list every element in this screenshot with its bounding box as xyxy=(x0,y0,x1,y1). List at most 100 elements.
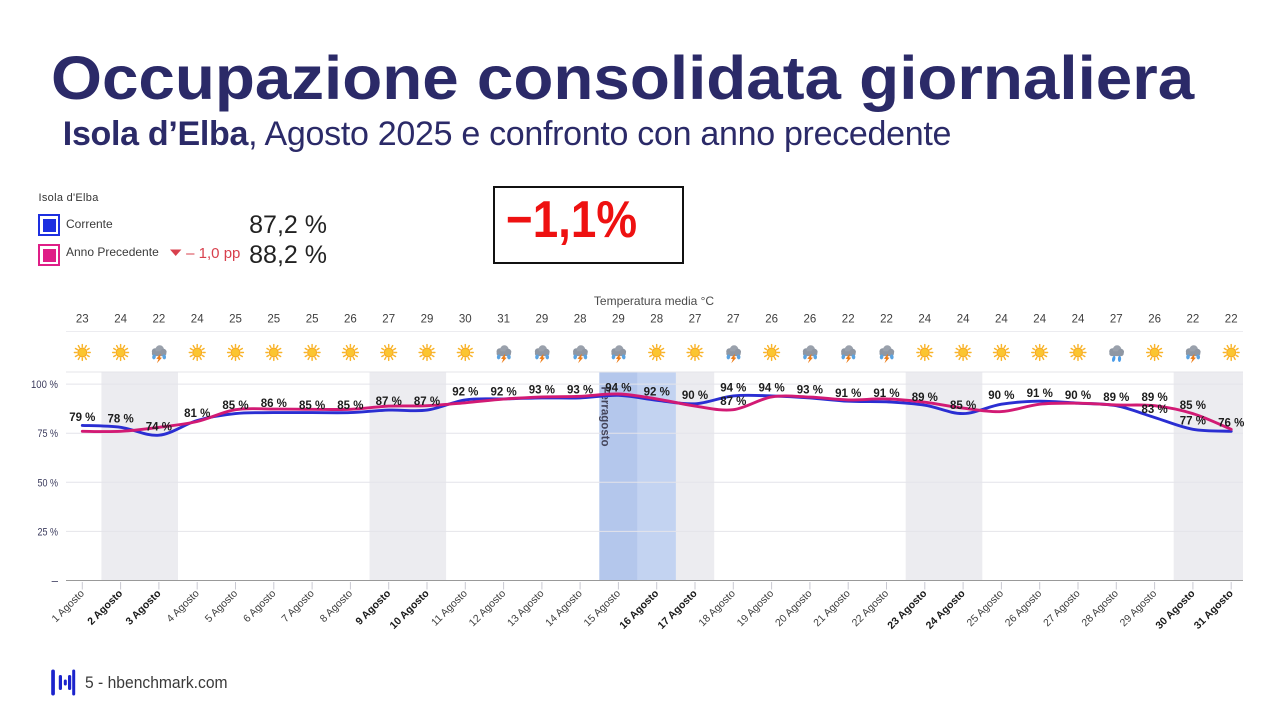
svg-text:79 %: 79 % xyxy=(69,412,95,424)
svg-text:31: 31 xyxy=(497,314,510,326)
svg-text:87 %: 87 % xyxy=(720,396,746,408)
svg-text:24: 24 xyxy=(114,314,127,326)
svg-text:26: 26 xyxy=(804,314,817,326)
svg-text:85 %: 85 % xyxy=(222,400,248,412)
svg-text:18 Agosto: 18 Agosto xyxy=(696,588,738,630)
svg-text:92 %: 92 % xyxy=(644,386,670,398)
svg-text:10 Agosto: 10 Agosto xyxy=(388,588,432,632)
svg-text:11 Agosto: 11 Agosto xyxy=(429,588,470,629)
svg-text:26: 26 xyxy=(765,314,778,326)
svg-text:27: 27 xyxy=(382,314,395,326)
svg-text:74 %: 74 % xyxy=(146,422,172,434)
svg-text:93 %: 93 % xyxy=(529,384,555,396)
svg-text:85 %: 85 % xyxy=(1180,400,1206,412)
svg-text:86 %: 86 % xyxy=(261,398,287,410)
svg-text:24: 24 xyxy=(1072,314,1085,326)
svg-text:27: 27 xyxy=(1110,314,1123,326)
svg-text:93 %: 93 % xyxy=(567,384,593,396)
svg-text:92 %: 92 % xyxy=(490,386,516,398)
svg-text:23 Agosto: 23 Agosto xyxy=(885,588,929,632)
svg-text:91 %: 91 % xyxy=(1027,388,1053,400)
svg-text:90 %: 90 % xyxy=(988,390,1014,402)
svg-text:14 Agosto: 14 Agosto xyxy=(543,588,585,630)
svg-text:89 %: 89 % xyxy=(1141,392,1167,404)
svg-text:92 %: 92 % xyxy=(452,386,478,398)
svg-text:27: 27 xyxy=(727,314,740,326)
svg-text:85 %: 85 % xyxy=(337,400,363,412)
svg-text:94 %: 94 % xyxy=(758,382,784,394)
svg-text:3 Agosto: 3 Agosto xyxy=(124,588,164,628)
svg-text:4 Agosto: 4 Agosto xyxy=(164,588,201,625)
svg-text:94 %: 94 % xyxy=(720,382,746,394)
svg-text:13 Agosto: 13 Agosto xyxy=(505,588,547,630)
svg-text:29: 29 xyxy=(536,314,549,326)
svg-text:5 Agosto: 5 Agosto xyxy=(203,588,240,625)
svg-text:87 %: 87 % xyxy=(414,396,440,408)
svg-text:85 %: 85 % xyxy=(950,400,976,412)
svg-text:28: 28 xyxy=(650,314,663,326)
svg-text:24: 24 xyxy=(918,314,931,326)
svg-text:93 %: 93 % xyxy=(797,384,823,396)
svg-text:25: 25 xyxy=(229,314,242,326)
svg-text:–: – xyxy=(52,576,59,588)
svg-text:7 Agosto: 7 Agosto xyxy=(279,588,316,625)
svg-text:28: 28 xyxy=(574,314,587,326)
svg-text:24 Agosto: 24 Agosto xyxy=(924,588,968,632)
svg-text:27: 27 xyxy=(689,314,702,326)
svg-text:22: 22 xyxy=(1187,314,1200,326)
svg-text:24: 24 xyxy=(1033,314,1046,326)
svg-text:27 Agosto: 27 Agosto xyxy=(1041,588,1083,630)
svg-text:16 Agosto: 16 Agosto xyxy=(617,588,661,632)
svg-text:22: 22 xyxy=(1225,314,1238,326)
svg-text:8 Agosto: 8 Agosto xyxy=(318,588,355,625)
svg-text:26: 26 xyxy=(344,314,357,326)
svg-text:25 %: 25 % xyxy=(38,526,59,538)
svg-text:50 %: 50 % xyxy=(38,477,59,489)
svg-text:30: 30 xyxy=(459,314,472,326)
svg-text:90 %: 90 % xyxy=(682,390,708,402)
svg-text:28 Agosto: 28 Agosto xyxy=(1079,588,1121,630)
svg-text:78 %: 78 % xyxy=(107,414,133,426)
svg-text:25 Agosto: 25 Agosto xyxy=(965,588,1007,630)
svg-text:31 Agosto: 31 Agosto xyxy=(1192,588,1236,632)
svg-text:83 %: 83 % xyxy=(1141,404,1167,416)
svg-text:19 Agosto: 19 Agosto xyxy=(735,588,777,630)
svg-text:30 Agosto: 30 Agosto xyxy=(1153,588,1197,632)
svg-text:24: 24 xyxy=(995,314,1008,326)
svg-text:90 %: 90 % xyxy=(1065,390,1091,402)
svg-text:22: 22 xyxy=(880,314,893,326)
svg-text:26 Agosto: 26 Agosto xyxy=(1003,588,1045,630)
svg-text:17 Agosto: 17 Agosto xyxy=(656,588,700,632)
svg-text:25: 25 xyxy=(267,314,280,326)
svg-text:2 Agosto: 2 Agosto xyxy=(85,588,125,628)
svg-text:91 %: 91 % xyxy=(873,388,899,400)
svg-text:26: 26 xyxy=(1148,314,1161,326)
svg-text:24: 24 xyxy=(191,314,204,326)
svg-text:23: 23 xyxy=(76,314,89,326)
svg-text:89 %: 89 % xyxy=(1103,392,1129,404)
svg-text:29: 29 xyxy=(612,314,625,326)
svg-text:24: 24 xyxy=(957,314,970,326)
svg-text:1 Agosto: 1 Agosto xyxy=(50,588,87,625)
svg-text:25: 25 xyxy=(306,314,319,326)
svg-text:22: 22 xyxy=(153,314,166,326)
svg-text:85 %: 85 % xyxy=(299,400,325,412)
svg-text:89 %: 89 % xyxy=(912,392,938,404)
svg-text:Ferragosto: Ferragosto xyxy=(599,387,611,447)
svg-text:9 Agosto: 9 Agosto xyxy=(353,588,393,628)
svg-text:100 %: 100 % xyxy=(31,379,58,391)
svg-text:87 %: 87 % xyxy=(376,396,402,408)
svg-text:29: 29 xyxy=(421,314,434,326)
svg-text:21 Agosto: 21 Agosto xyxy=(811,588,853,630)
svg-text:91 %: 91 % xyxy=(835,388,861,400)
svg-text:75 %: 75 % xyxy=(38,428,59,440)
svg-text:12 Agosto: 12 Agosto xyxy=(467,588,509,630)
svg-text:20 Agosto: 20 Agosto xyxy=(773,588,815,630)
svg-text:76 %: 76 % xyxy=(1218,418,1244,430)
svg-text:Temperatura media °C: Temperatura media °C xyxy=(594,294,715,308)
svg-text:77 %: 77 % xyxy=(1180,416,1206,428)
svg-text:6 Agosto: 6 Agosto xyxy=(241,588,278,625)
svg-text:22: 22 xyxy=(842,314,855,326)
svg-text:94 %: 94 % xyxy=(605,382,631,394)
svg-text:81 %: 81 % xyxy=(184,408,210,420)
